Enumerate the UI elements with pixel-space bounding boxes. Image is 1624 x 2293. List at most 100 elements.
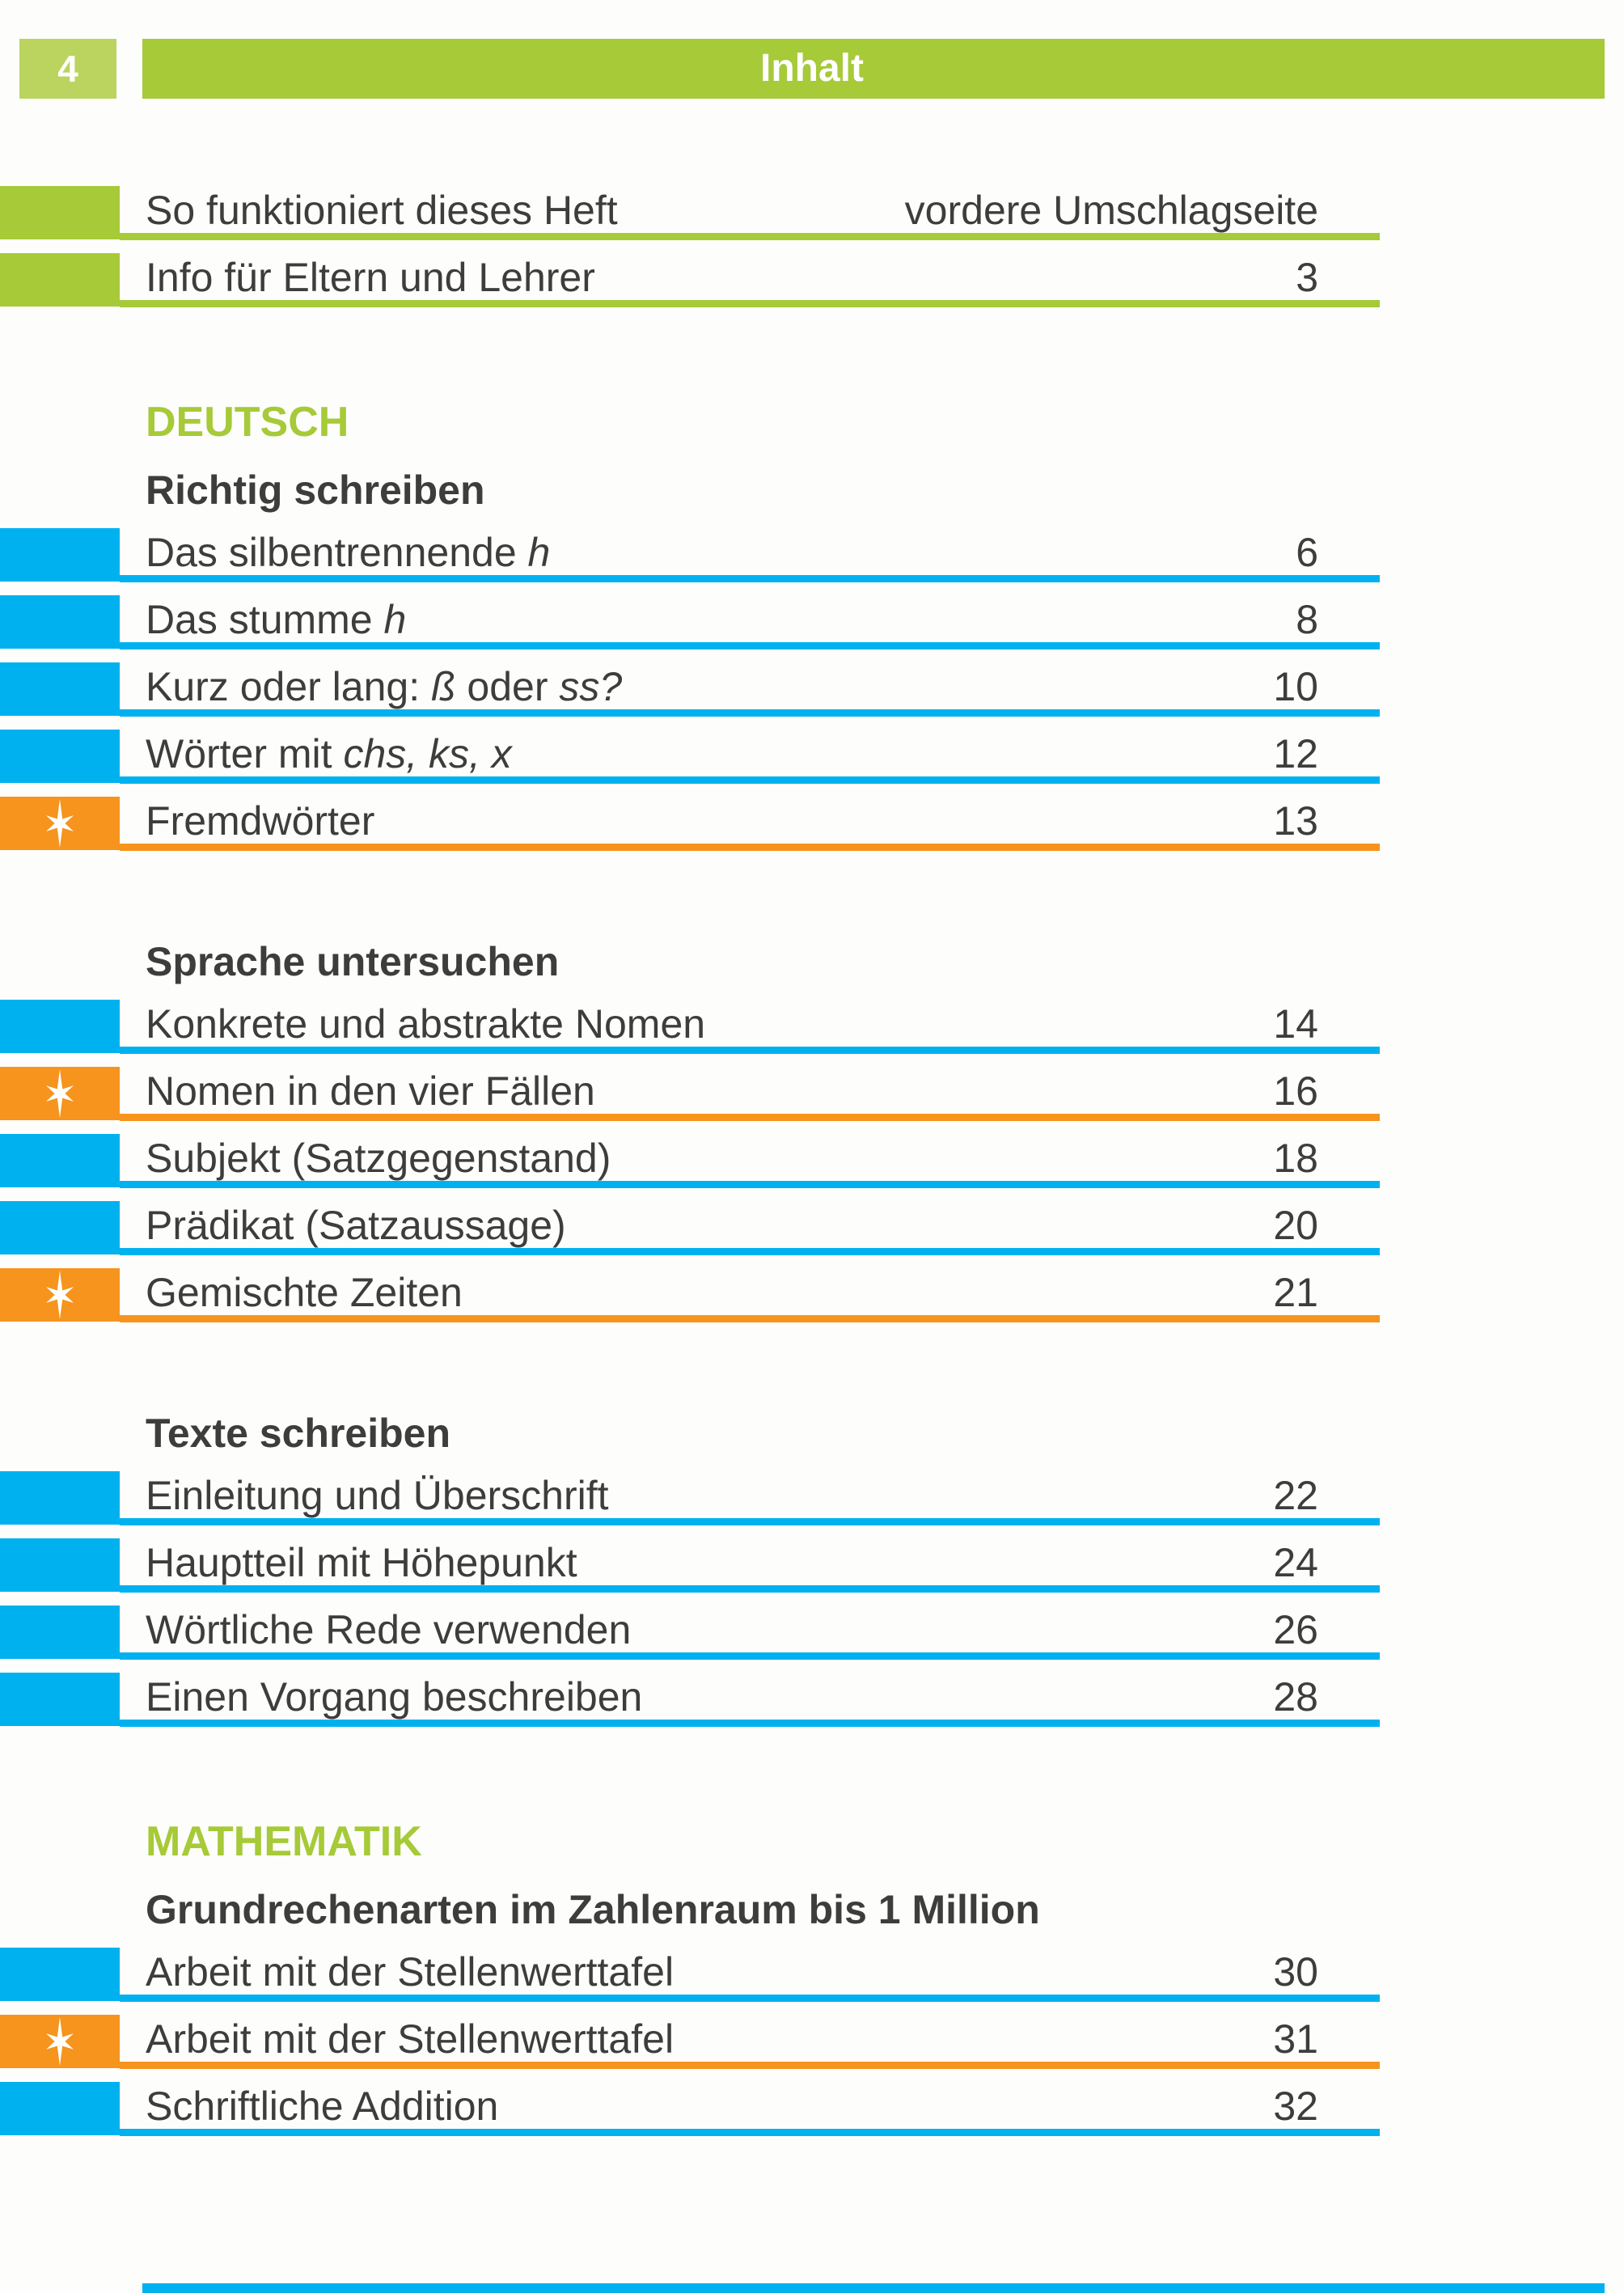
group-subheading: Sprache untersuchen xyxy=(146,939,560,984)
page-number-badge: 4 xyxy=(19,39,116,99)
toc-entry: Das stumme h 8 xyxy=(0,595,1624,662)
toc-entry: Arbeit mit der Stellenwerttafel 31 xyxy=(0,2015,1624,2082)
entry-page-number: 20 xyxy=(1273,1203,1318,1248)
entry-page-number: 26 xyxy=(1273,1607,1318,1652)
category-tab xyxy=(0,1268,120,1322)
toc-group: Sprache untersuchen Konkrete und abstrakt… xyxy=(0,938,1624,1335)
toc-entry: Fremdwörter 13 xyxy=(0,797,1624,864)
entry-title-text: Einen Vorgang beschreiben xyxy=(146,1674,643,1720)
entry-title-text: Info für Eltern und Lehrer xyxy=(146,255,595,300)
entry-title-text: Wörtliche Rede verwenden xyxy=(146,1607,632,1652)
entry-title-text: Schriftliche Addition xyxy=(146,2084,499,2129)
entry-page-number: 18 xyxy=(1273,1136,1318,1181)
toc-entry: Arbeit mit der Stellenwerttafel 30 xyxy=(0,1948,1624,2015)
entry-title-text: Nomen in den vier Fällen xyxy=(146,1068,595,1114)
entry-title-text: Arbeit mit der Stellenwerttafel xyxy=(146,1949,675,1995)
entry-underline xyxy=(120,1720,1380,1727)
page-title: Inhalt xyxy=(760,47,864,90)
entry-title: Einen Vorgang beschreiben xyxy=(146,1673,642,1721)
entry-underline xyxy=(120,1181,1380,1188)
entry-underline xyxy=(120,709,1380,717)
entry-page-number: 10 xyxy=(1273,664,1318,709)
entry-underline xyxy=(120,1315,1380,1322)
entry-page-number: 3 xyxy=(1296,255,1318,300)
entry-title: Konkrete und abstrakte Nomen xyxy=(146,1000,705,1048)
entry-page-number: 16 xyxy=(1273,1068,1318,1114)
entry-title: Das silbentrennende h xyxy=(146,528,550,577)
entry-title: Info für Eltern und Lehrer xyxy=(146,253,595,302)
category-tab xyxy=(0,253,120,307)
category-tab xyxy=(0,1673,120,1726)
entry-title: Hauptteil mit Höhepunkt xyxy=(146,1538,577,1587)
toc-section: MATHEMATIK Grundrechenarten im Zahlenraum… xyxy=(0,1817,1624,2149)
entry-title-text: Kurz oder lang: xyxy=(146,664,431,709)
entry-underline xyxy=(120,1114,1380,1121)
entry-title-italic-term: h xyxy=(527,530,551,575)
entry-title: Arbeit mit der Stellenwerttafel xyxy=(146,2015,674,2063)
entry-title-text: Fremdwörter xyxy=(146,798,375,844)
star-icon xyxy=(36,1269,83,1321)
entry-title: Schriftliche Addition xyxy=(146,2082,498,2130)
entry-title: Kurz oder lang: ß oder ss? xyxy=(146,662,622,711)
toc-group: Grundrechenarten im Zahlenraum bis 1 Mil… xyxy=(0,1886,1624,2149)
entry-underline xyxy=(120,1652,1380,1660)
entry-title: Fremdwörter xyxy=(146,797,374,845)
toc-entry: Einen Vorgang beschreiben 28 xyxy=(0,1673,1624,1740)
category-tab xyxy=(0,797,120,850)
category-tab xyxy=(0,662,120,716)
entry-underline xyxy=(120,2129,1380,2136)
category-tab xyxy=(0,1000,120,1053)
toc-entry: Subjekt (Satzgegenstand) 18 xyxy=(0,1134,1624,1201)
entry-page-number: 32 xyxy=(1273,2084,1318,2129)
entry-underline xyxy=(120,2062,1380,2069)
category-tab xyxy=(0,1538,120,1592)
entry-underline xyxy=(120,776,1380,784)
category-tab xyxy=(0,1201,120,1254)
toc-entry: Kurz oder lang: ß oder ss? 10 xyxy=(0,662,1624,730)
header-bar xyxy=(142,39,1605,99)
entry-title-italic-term: chs, ks, x xyxy=(343,731,512,776)
entry-page-number: vordere Umschlagseite xyxy=(904,188,1318,233)
entry-title-text: Prädikat (Satzaussage) xyxy=(146,1203,566,1248)
toc-entry: Wörtliche Rede verwenden 26 xyxy=(0,1606,1624,1673)
group-subheading: Texte schreiben xyxy=(146,1411,451,1456)
entry-title-italic-term: h xyxy=(383,597,407,642)
group-subheading: Richtig schreiben xyxy=(146,467,485,513)
toc-group: Texte schreiben Einleitung und Überschrif… xyxy=(0,1410,1624,1740)
entry-title-text: Konkrete und abstrakte Nomen xyxy=(146,1001,706,1047)
category-tab xyxy=(0,1067,120,1120)
entry-page-number: 12 xyxy=(1273,731,1318,776)
toc-entry: Einleitung und Überschrift 22 xyxy=(0,1471,1624,1538)
page-number: 4 xyxy=(57,48,78,90)
category-tab xyxy=(0,528,120,582)
entry-title: Prädikat (Satzaussage) xyxy=(146,1201,566,1250)
entry-title-text: So funktioniert dieses Heft xyxy=(146,188,618,233)
entry-title: Einleitung und Überschrift xyxy=(146,1471,609,1520)
entry-page-number: 14 xyxy=(1273,1001,1318,1047)
group-subheading: Grundrechenarten im Zahlenraum bis 1 Mil… xyxy=(146,1887,1040,1932)
category-tab xyxy=(0,1606,120,1659)
entry-underline xyxy=(120,1995,1380,2002)
toc-section: DEUTSCH Richtig schreiben Das silbentrenne… xyxy=(0,397,1624,1740)
toc-entry: Konkrete und abstrakte Nomen 14 xyxy=(0,1000,1624,1067)
entry-page-number: 8 xyxy=(1296,597,1318,642)
entry-underline xyxy=(120,844,1380,851)
entry-title: Das stumme h xyxy=(146,595,406,644)
category-tab xyxy=(0,186,120,239)
entry-page-number: 21 xyxy=(1273,1270,1318,1315)
toc-entry: Prädikat (Satzaussage) 20 xyxy=(0,1201,1624,1268)
entry-title-text: oder xyxy=(455,664,560,709)
entry-underline xyxy=(120,300,1380,307)
star-icon xyxy=(36,1068,83,1119)
toc-entry: Nomen in den vier Fällen 16 xyxy=(0,1067,1624,1134)
star-icon xyxy=(36,797,83,849)
toc-sections: DEUTSCH Richtig schreiben Das silbentrenne… xyxy=(0,397,1624,2149)
entry-page-number: 31 xyxy=(1273,2016,1318,2062)
toc-entry: Das silbentrennende h 6 xyxy=(0,528,1624,595)
entry-title-text: Subjekt (Satzgegenstand) xyxy=(146,1136,611,1181)
entry-underline xyxy=(120,575,1380,582)
entry-title-text: Gemischte Zeiten xyxy=(146,1270,463,1315)
category-tab xyxy=(0,1471,120,1525)
entry-page-number: 6 xyxy=(1296,530,1318,575)
